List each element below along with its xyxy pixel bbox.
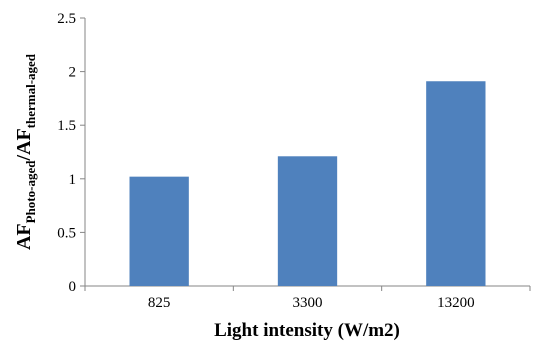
x-tick-label-13200: 13200 xyxy=(437,295,475,311)
bar-3300 xyxy=(277,156,338,286)
bar-825 xyxy=(129,176,189,286)
y-axis-title-main-2: /AF xyxy=(13,128,35,161)
y-axis-title: AFPhoto-aged/AFthermal-aged xyxy=(13,53,38,250)
y-tick-label: 1.5 xyxy=(57,118,76,134)
x-tick-label-825: 825 xyxy=(148,295,171,311)
bars xyxy=(129,81,486,286)
plot-area: 0 0.5 1 1.5 2 2.5 825 3300 13200 xyxy=(57,11,531,311)
y-tick-label: 0.5 xyxy=(57,225,76,241)
y-tick-label: 1 xyxy=(69,172,77,188)
y-tick-label: 2 xyxy=(69,65,77,81)
y-axis-ticks: 0 0.5 1 1.5 2 2.5 xyxy=(57,11,85,295)
y-tick-label: 0 xyxy=(69,279,77,295)
x-tick-label-3300: 3300 xyxy=(293,295,323,311)
y-axis-title-main-1: AF xyxy=(13,223,35,250)
x-axis-ticks: 825 3300 13200 xyxy=(84,286,531,311)
y-tick-label: 2.5 xyxy=(57,11,76,27)
y-axis-title-sub-2: thermal-aged xyxy=(23,53,38,128)
x-axis-title: Light intensity (W/m2) xyxy=(214,320,400,341)
bar-13200 xyxy=(426,81,486,286)
y-axis-title-sub-1: Photo-aged xyxy=(23,160,38,224)
